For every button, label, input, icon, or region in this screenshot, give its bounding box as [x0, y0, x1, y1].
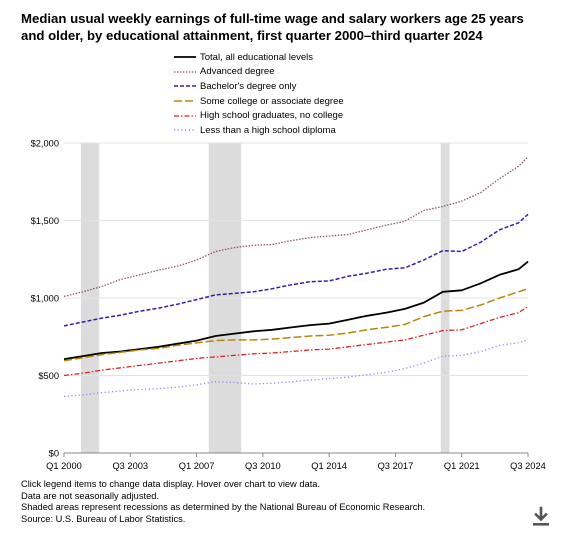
chart-title: Median usual weekly earnings of full-tim…: [21, 11, 524, 43]
legend-label: Some college or associate degree: [200, 95, 344, 107]
y-tick-label: $500: [38, 371, 59, 381]
legend-label: Total, all educational levels: [200, 51, 314, 63]
x-tick-label: Q3 2017: [378, 461, 414, 471]
x-tick-label: Q1 2014: [311, 461, 347, 471]
x-tick-label: Q1 2021: [444, 461, 480, 471]
legend-swatch-advanced: [174, 71, 196, 73]
legend-item-less-than-hs[interactable]: Less than a high school diploma: [174, 123, 344, 138]
series-less-than-hs: [63, 338, 529, 398]
line-chart[interactable]: $0 $500 $1,000 $1,500 $2,000 Q1 2000 Q3 2003 Q1…: [0, 0, 568, 478]
legend-swatch-high-school: [174, 115, 196, 117]
x-tick-label: Q3 2024: [510, 461, 546, 471]
y-tick-label: $2,000: [31, 139, 59, 149]
note-instructions: Click legend items to change data displa…: [21, 479, 321, 489]
series-some-college: [63, 287, 529, 362]
x-tick-label: Q3 2003: [112, 461, 148, 471]
x-tick-label: Q1 2000: [46, 461, 82, 471]
series-total: [63, 260, 529, 361]
legend: Total, all educational levels Advanced d…: [174, 50, 344, 138]
legend-label: Less than a high school diploma: [200, 124, 336, 136]
legend-swatch-bachelors: [174, 85, 196, 88]
y-tick-label: $0: [49, 449, 59, 459]
note-seasonal: Data are not seasonally adjusted.: [21, 490, 159, 501]
note-source: Source: U.S. Bureau of Labor Statistics.: [21, 514, 186, 525]
legend-label: High school graduates, no college: [200, 110, 344, 122]
series-advanced: [63, 156, 529, 298]
series-high-school: [63, 305, 529, 377]
chart-notes: Click legend items to change data displa…: [21, 479, 425, 526]
download-glyph: [533, 506, 549, 526]
legend-swatch-total: [174, 56, 196, 59]
legend-label: Advanced degree: [200, 66, 275, 78]
x-tick-label: Q3 2010: [245, 461, 281, 471]
note-recessions: Shaded areas represent recessions as det…: [21, 502, 426, 513]
download-icon[interactable]: [530, 505, 552, 527]
x-tick-label: Q1 2007: [179, 461, 215, 471]
legend-item-high-school[interactable]: High school graduates, no college: [174, 108, 344, 123]
legend-item-some-college[interactable]: Some college or associate degree: [174, 94, 344, 109]
legend-item-bachelors[interactable]: Bachelor's degree only: [174, 79, 344, 94]
legend-item-total[interactable]: Total, all educational levels: [174, 50, 344, 65]
y-tick-label: $1,000: [31, 294, 59, 304]
series-bachelors: [63, 213, 529, 327]
legend-item-advanced[interactable]: Advanced degree: [174, 65, 344, 80]
legend-label: Bachelor's degree only: [200, 80, 297, 92]
y-tick-label: $1,500: [31, 216, 59, 226]
legend-swatch-some-college: [174, 100, 196, 102]
